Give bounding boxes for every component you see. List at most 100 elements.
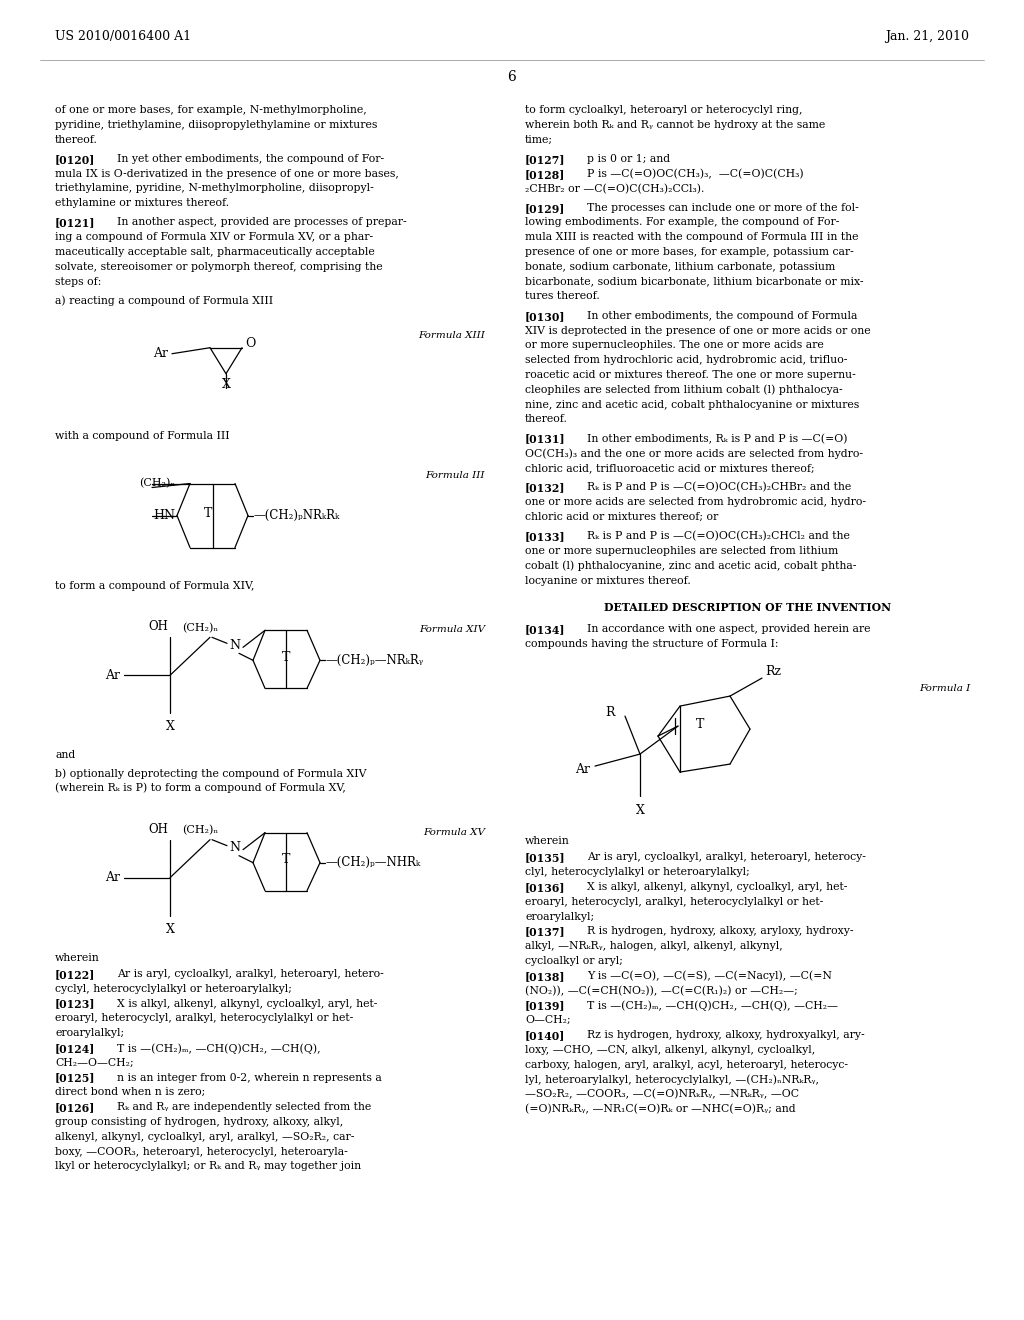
Text: to form cycloalkyl, heteroaryl or heterocyclyl ring,: to form cycloalkyl, heteroaryl or hetero… bbox=[525, 106, 803, 115]
Text: b) optionally deprotecting the compound of Formula XIV: b) optionally deprotecting the compound … bbox=[55, 768, 367, 779]
Text: tures thereof.: tures thereof. bbox=[525, 292, 600, 301]
Text: [0124]: [0124] bbox=[55, 1043, 95, 1053]
Text: (=O)NRₖRᵧ, —NR₁C(=O)Rₖ or —NHC(=O)Rᵧ; and: (=O)NRₖRᵧ, —NR₁C(=O)Rₖ or —NHC(=O)Rᵧ; an… bbox=[525, 1104, 796, 1114]
Text: T: T bbox=[696, 718, 705, 730]
Text: group consisting of hydrogen, hydroxy, alkoxy, alkyl,: group consisting of hydrogen, hydroxy, a… bbox=[55, 1117, 343, 1127]
Text: boxy, —COOR₃, heteroaryl, heterocyclyl, heteroaryla-: boxy, —COOR₃, heteroaryl, heterocyclyl, … bbox=[55, 1147, 348, 1156]
Text: [0120]: [0120] bbox=[55, 154, 95, 165]
Text: eroaryl, heterocyclyl, aralkyl, heterocyclylalkyl or het-: eroaryl, heterocyclyl, aralkyl, heterocy… bbox=[525, 896, 823, 907]
Text: nine, zinc and acetic acid, cobalt phthalocyanine or mixtures: nine, zinc and acetic acid, cobalt phtha… bbox=[525, 400, 859, 409]
Text: bonate, sodium carbonate, lithium carbonate, potassium: bonate, sodium carbonate, lithium carbon… bbox=[525, 261, 836, 272]
Text: P is —C(=O)OC(CH₃)₃,  —C(=O)C(CH₃): P is —C(=O)OC(CH₃)₃, —C(=O)C(CH₃) bbox=[587, 169, 804, 180]
Text: cycloalkyl or aryl;: cycloalkyl or aryl; bbox=[525, 956, 623, 966]
Text: cleophiles are selected from lithium cobalt (l) phthalocya-: cleophiles are selected from lithium cob… bbox=[525, 384, 843, 395]
Text: compounds having the structure of Formula I:: compounds having the structure of Formul… bbox=[525, 639, 778, 649]
Text: eroarylalkyl;: eroarylalkyl; bbox=[525, 912, 594, 921]
Text: [0130]: [0130] bbox=[525, 310, 565, 322]
Text: Formula XV: Formula XV bbox=[423, 828, 485, 837]
Text: wherein: wherein bbox=[525, 836, 569, 846]
Text: [0140]: [0140] bbox=[525, 1030, 565, 1041]
Text: R is hydrogen, hydroxy, alkoxy, aryloxy, hydroxy-: R is hydrogen, hydroxy, alkoxy, aryloxy,… bbox=[587, 927, 853, 936]
Text: cyclyl, heterocyclylalkyl or heteroarylalkyl;: cyclyl, heterocyclylalkyl or heteroaryla… bbox=[55, 983, 292, 994]
Text: Ar: Ar bbox=[153, 347, 168, 360]
Text: [0139]: [0139] bbox=[525, 1001, 565, 1011]
Text: R: R bbox=[605, 706, 615, 718]
Text: O—CH₂;: O—CH₂; bbox=[525, 1015, 570, 1026]
Text: [0132]: [0132] bbox=[525, 482, 565, 494]
Text: wherein: wherein bbox=[55, 953, 99, 962]
Text: [0135]: [0135] bbox=[525, 853, 565, 863]
Text: thereof.: thereof. bbox=[525, 414, 568, 424]
Text: [0138]: [0138] bbox=[525, 970, 565, 982]
Text: Formula XIII: Formula XIII bbox=[418, 331, 485, 339]
Text: T: T bbox=[282, 651, 290, 664]
Text: chloric acid, trifluoroacetic acid or mixtures thereof;: chloric acid, trifluoroacetic acid or mi… bbox=[525, 463, 815, 473]
Text: The processes can include one or more of the fol-: The processes can include one or more of… bbox=[587, 203, 859, 213]
Text: X is alkyl, alkenyl, alkynyl, cycloalkyl, aryl, het-: X is alkyl, alkenyl, alkynyl, cycloalkyl… bbox=[117, 998, 378, 1008]
Text: Formula I: Formula I bbox=[919, 684, 970, 693]
Text: lowing embodiments. For example, the compound of For-: lowing embodiments. For example, the com… bbox=[525, 218, 840, 227]
Text: —(CH₂)ₚNRₖRₖ: —(CH₂)ₚNRₖRₖ bbox=[253, 510, 339, 521]
Text: Ar is aryl, cycloalkyl, aralkyl, heteroaryl, hetero-: Ar is aryl, cycloalkyl, aralkyl, heteroa… bbox=[117, 969, 384, 979]
Text: Jan. 21, 2010: Jan. 21, 2010 bbox=[885, 30, 969, 44]
Text: [0129]: [0129] bbox=[525, 203, 565, 214]
Text: with a compound of Formula III: with a compound of Formula III bbox=[55, 430, 229, 441]
Text: X is alkyl, alkenyl, alkynyl, cycloalkyl, aryl, het-: X is alkyl, alkenyl, alkynyl, cycloalkyl… bbox=[587, 882, 848, 892]
Text: Ar: Ar bbox=[105, 669, 120, 682]
Text: [0131]: [0131] bbox=[525, 433, 565, 445]
Text: T is —(CH₂)ₘ, —CH(Q)CH₂, —CH(Q), —CH₂—: T is —(CH₂)ₘ, —CH(Q)CH₂, —CH(Q), —CH₂— bbox=[587, 1001, 838, 1011]
Text: [0125]: [0125] bbox=[55, 1073, 95, 1084]
Text: T is —(CH₂)ₘ, —CH(Q)CH₂, —CH(Q),: T is —(CH₂)ₘ, —CH(Q)CH₂, —CH(Q), bbox=[117, 1043, 321, 1053]
Text: In another aspect, provided are processes of prepar-: In another aspect, provided are processe… bbox=[117, 218, 407, 227]
Text: locyanine or mixtures thereof.: locyanine or mixtures thereof. bbox=[525, 576, 691, 586]
Text: [0128]: [0128] bbox=[525, 169, 565, 180]
Text: one or more supernucleophiles are selected from lithium: one or more supernucleophiles are select… bbox=[525, 546, 839, 556]
Text: US 2010/0016400 A1: US 2010/0016400 A1 bbox=[55, 30, 191, 44]
Text: N: N bbox=[229, 639, 241, 652]
Text: Rₖ is P and P is —C(=O)OC(CH₃)₂CHCl₂ and the: Rₖ is P and P is —C(=O)OC(CH₃)₂CHCl₂ and… bbox=[587, 531, 850, 541]
Text: [0123]: [0123] bbox=[55, 998, 95, 1010]
Text: roacetic acid or mixtures thereof. The one or more supernu-: roacetic acid or mixtures thereof. The o… bbox=[525, 370, 856, 380]
Text: clyl, heterocyclylalkyl or heteroarylalkyl;: clyl, heterocyclylalkyl or heteroarylalk… bbox=[525, 867, 750, 878]
Text: X: X bbox=[221, 378, 230, 391]
Text: 6: 6 bbox=[508, 70, 516, 84]
Text: carboxy, halogen, aryl, aralkyl, acyl, heteroaryl, heterocyc-: carboxy, halogen, aryl, aralkyl, acyl, h… bbox=[525, 1060, 848, 1069]
Text: X: X bbox=[166, 721, 174, 734]
Text: [0127]: [0127] bbox=[525, 154, 565, 165]
Text: direct bond when n is zero;: direct bond when n is zero; bbox=[55, 1088, 205, 1097]
Text: mula IX is O-derivatized in the presence of one or more bases,: mula IX is O-derivatized in the presence… bbox=[55, 169, 399, 178]
Text: In other embodiments, the compound of Formula: In other embodiments, the compound of Fo… bbox=[587, 310, 857, 321]
Text: Formula XIV: Formula XIV bbox=[419, 626, 485, 635]
Text: time;: time; bbox=[525, 135, 553, 145]
Text: —SO₂R₂, —COOR₃, —C(=O)NRₖRᵧ, —NRₖRᵧ, —OC: —SO₂R₂, —COOR₃, —C(=O)NRₖRᵧ, —NRₖRᵧ, —OC bbox=[525, 1089, 799, 1100]
Text: Rz: Rz bbox=[765, 665, 781, 678]
Text: pyridine, triethylamine, diisopropylethylamine or mixtures: pyridine, triethylamine, diisopropylethy… bbox=[55, 120, 378, 129]
Text: p is 0 or 1; and: p is 0 or 1; and bbox=[587, 154, 670, 164]
Text: or more supernucleophiles. The one or more acids are: or more supernucleophiles. The one or mo… bbox=[525, 341, 823, 350]
Text: Rz is hydrogen, hydroxy, alkoxy, hydroxyalkyl, ary-: Rz is hydrogen, hydroxy, alkoxy, hydroxy… bbox=[587, 1030, 864, 1040]
Text: one or more acids are selected from hydrobromic acid, hydro-: one or more acids are selected from hydr… bbox=[525, 498, 866, 507]
Text: Rₖ and Rᵧ are independently selected from the: Rₖ and Rᵧ are independently selected fro… bbox=[117, 1102, 372, 1113]
Text: thereof.: thereof. bbox=[55, 135, 98, 145]
Text: cobalt (l) phthalocyanine, zinc and acetic acid, cobalt phtha-: cobalt (l) phthalocyanine, zinc and acet… bbox=[525, 561, 856, 572]
Text: XIV is deprotected in the presence of one or more acids or one: XIV is deprotected in the presence of on… bbox=[525, 326, 870, 335]
Text: In yet other embodiments, the compound of For-: In yet other embodiments, the compound o… bbox=[117, 154, 384, 164]
Text: Y is —C(=O), —C(=S), —C(=Nacyl), —C(=N: Y is —C(=O), —C(=S), —C(=Nacyl), —C(=N bbox=[587, 970, 831, 981]
Text: Formula III: Formula III bbox=[426, 470, 485, 479]
Text: triethylamine, pyridine, N-methylmorpholine, diisopropyl-: triethylamine, pyridine, N-methylmorphol… bbox=[55, 183, 374, 194]
Text: [0121]: [0121] bbox=[55, 218, 95, 228]
Text: alkenyl, alkynyl, cycloalkyl, aryl, aralkyl, —SO₂R₂, car-: alkenyl, alkynyl, cycloalkyl, aryl, aral… bbox=[55, 1131, 354, 1142]
Text: of one or more bases, for example, N-methylmorpholine,: of one or more bases, for example, N-met… bbox=[55, 106, 367, 115]
Text: eroaryl, heterocyclyl, aralkyl, heterocyclylalkyl or het-: eroaryl, heterocyclyl, aralkyl, heterocy… bbox=[55, 1014, 353, 1023]
Text: N: N bbox=[229, 841, 241, 854]
Text: loxy, —CHO, —CN, alkyl, alkenyl, alkynyl, cycloalkyl,: loxy, —CHO, —CN, alkyl, alkenyl, alkynyl… bbox=[525, 1044, 815, 1055]
Text: HN: HN bbox=[153, 510, 175, 521]
Text: mula XIII is reacted with the compound of Formula III in the: mula XIII is reacted with the compound o… bbox=[525, 232, 858, 243]
Text: X: X bbox=[166, 923, 174, 936]
Text: solvate, stereoisomer or polymorph thereof, comprising the: solvate, stereoisomer or polymorph there… bbox=[55, 261, 383, 272]
Text: eroarylalkyl;: eroarylalkyl; bbox=[55, 1028, 124, 1038]
Text: presence of one or more bases, for example, potassium car-: presence of one or more bases, for examp… bbox=[525, 247, 854, 257]
Text: T: T bbox=[282, 853, 290, 866]
Text: OC(CH₃)₃ and the one or more acids are selected from hydro-: OC(CH₃)₃ and the one or more acids are s… bbox=[525, 449, 863, 459]
Text: [0137]: [0137] bbox=[525, 927, 565, 937]
